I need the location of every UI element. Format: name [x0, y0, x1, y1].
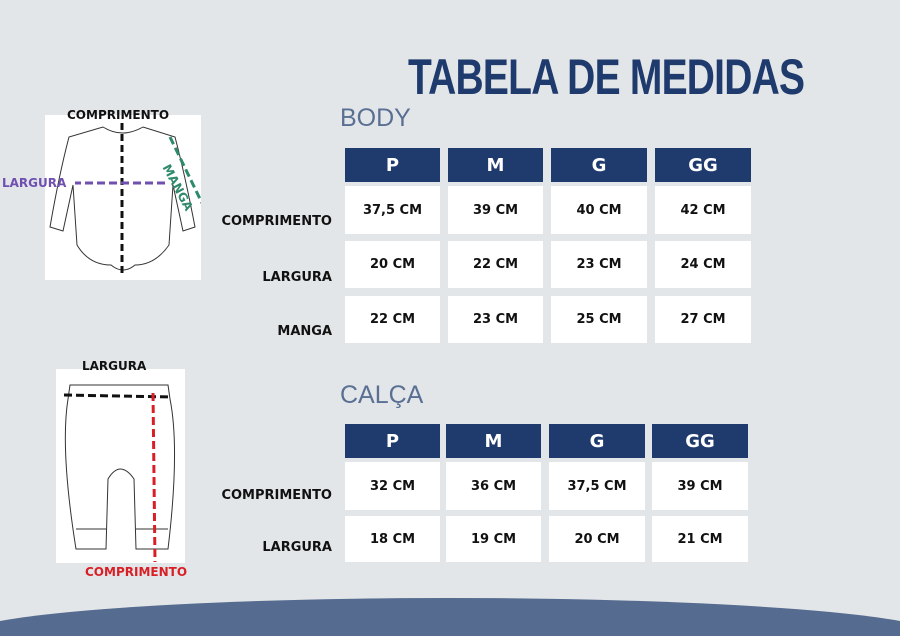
body-garment-image: [45, 115, 201, 280]
body-width-label: LARGURA: [2, 176, 67, 190]
body-size-header: GG: [655, 148, 751, 182]
calca-size-header: G: [549, 424, 645, 458]
calca-cell: 36 CM: [446, 462, 541, 510]
body-cell: 23 CM: [551, 241, 647, 288]
body-size-header: P: [345, 148, 440, 182]
body-cell: 20 CM: [345, 241, 440, 288]
calca-cell: 18 CM: [345, 516, 440, 562]
body-size-header: M: [448, 148, 543, 182]
pants-garment-image: [56, 369, 185, 563]
calca-cell: 37,5 CM: [549, 462, 645, 510]
body-section-title: BODY: [340, 104, 411, 132]
calca-cell: 19 CM: [446, 516, 541, 562]
body-size-header: G: [551, 148, 647, 182]
body-length-label: COMPRIMENTO: [67, 108, 170, 122]
calca-size-header: P: [345, 424, 440, 458]
calca-size-header: M: [446, 424, 541, 458]
pants-length-label: COMPRIMENTO: [85, 565, 188, 579]
calca-size-header: GG: [652, 424, 748, 458]
body-cell: 23 CM: [448, 296, 543, 343]
body-cell: 27 CM: [655, 296, 751, 343]
calca-row-label: LARGURA: [262, 540, 332, 555]
body-cell: 25 CM: [551, 296, 647, 343]
body-cell: 37,5 CM: [345, 186, 440, 234]
body-cell: 39 CM: [448, 186, 543, 234]
body-cell: 22 CM: [345, 296, 440, 343]
body-cell: 42 CM: [655, 186, 751, 234]
calca-cell: 39 CM: [652, 462, 748, 510]
page-title: TABELA DE MEDIDAS: [408, 49, 805, 105]
pants-illustration: [64, 384, 176, 550]
decorative-wave: [0, 598, 900, 636]
calca-section-title: CALÇA: [340, 381, 424, 409]
calca-cell: 20 CM: [549, 516, 645, 562]
body-cell: 22 CM: [448, 241, 543, 288]
body-cell: 40 CM: [551, 186, 647, 234]
calca-row-label: COMPRIMENTO: [221, 488, 332, 503]
calca-cell: 21 CM: [652, 516, 748, 562]
bodysuit-illustration: [49, 123, 201, 277]
body-row-label: MANGA: [277, 324, 332, 339]
pants-width-label: LARGURA: [82, 359, 147, 373]
body-cell: 24 CM: [655, 241, 751, 288]
calca-cell: 32 CM: [345, 462, 440, 510]
body-row-label: LARGURA: [262, 270, 332, 285]
body-row-label: COMPRIMENTO: [221, 214, 332, 229]
